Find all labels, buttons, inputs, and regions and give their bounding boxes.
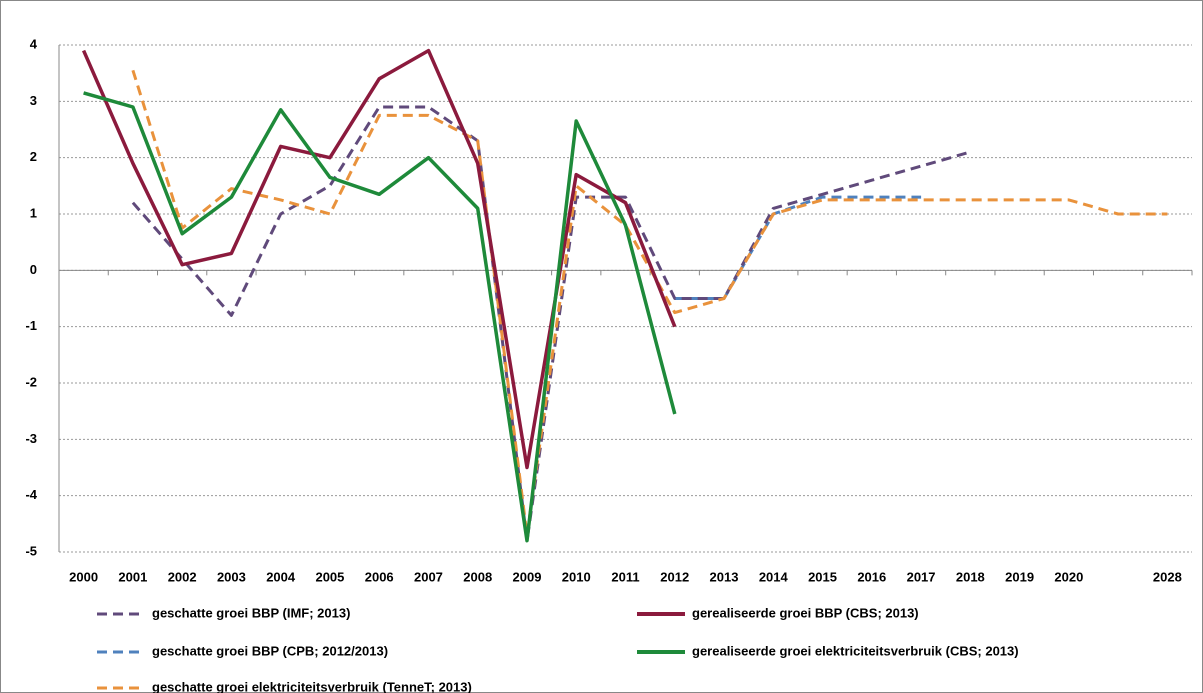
x-tick-label: 2018 (956, 569, 985, 584)
legend-label: gerealiseerde groei BBP (CBS; 2013) (692, 605, 919, 620)
x-tick-label: 2007 (414, 569, 443, 584)
x-tick-label: 2005 (315, 569, 344, 584)
y-tick-label: 2 (30, 149, 37, 164)
x-tick-label: 2011 (611, 569, 639, 584)
x-tick-label: 2028 (1153, 569, 1182, 584)
y-tick-label: -5 (25, 543, 37, 558)
x-tick-label: 2017 (907, 569, 936, 584)
x-tick-label: 2016 (857, 569, 886, 584)
x-tick-label: 2014 (759, 569, 789, 584)
y-tick-label: 3 (30, 93, 37, 108)
x-tick-label: 2009 (513, 569, 542, 584)
y-tick-label: -2 (25, 374, 37, 389)
series-line (83, 91, 677, 543)
legend-label: geschatte groei BBP (IMF; 2013) (152, 605, 350, 620)
x-tick-label: 2001 (118, 569, 147, 584)
series-line (81, 48, 677, 470)
x-tick-label: 2020 (1054, 569, 1083, 584)
legend-label: gerealiseerde groei elektriciteitsverbru… (692, 643, 1019, 658)
y-tick-label: 4 (30, 36, 38, 51)
x-tick-label: 2010 (562, 569, 591, 584)
x-tick-label: 2015 (808, 569, 837, 584)
x-tick-label: 2004 (266, 569, 296, 584)
x-tick-label: 2008 (463, 569, 492, 584)
x-tick-label: 2000 (69, 569, 98, 584)
y-tick-label: 1 (30, 205, 37, 220)
y-tick-label: 0 (30, 262, 37, 277)
y-tick-label: -3 (25, 431, 37, 446)
x-tick-label: 2013 (710, 569, 739, 584)
x-tick-label: 2019 (1005, 569, 1034, 584)
legend-label: geschatte groei elektriciteitsverbruik (… (152, 679, 472, 693)
y-tick-label: -1 (25, 318, 37, 333)
x-tick-label: 2003 (217, 569, 246, 584)
y-tick-label: -4 (25, 487, 37, 502)
legend-label: geschatte groei BBP (CPB; 2012/2013) (152, 643, 388, 658)
x-tick-label: 2006 (365, 569, 394, 584)
x-tick-label: 2012 (660, 569, 689, 584)
x-tick-label: 2002 (168, 569, 197, 584)
